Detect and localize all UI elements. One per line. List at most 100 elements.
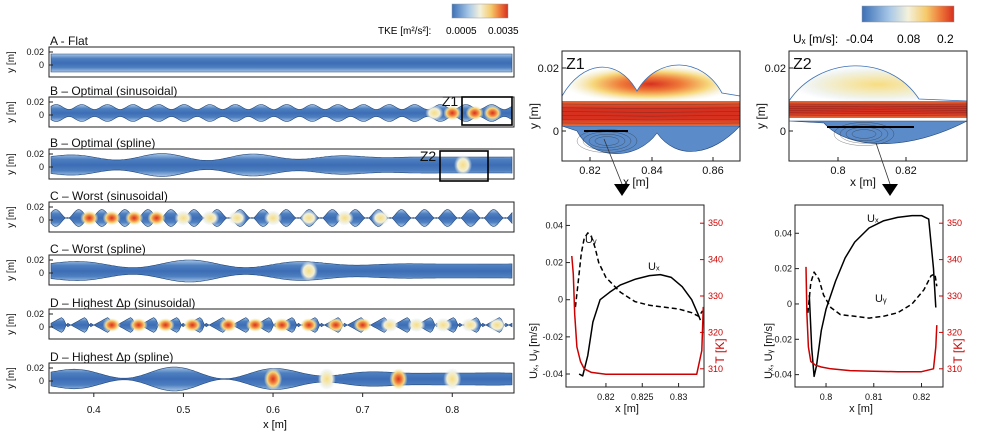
panel-y-label: y [m] — [6, 206, 17, 228]
upper-wall-region — [561, 64, 741, 104]
panel-y-label: y [m] — [6, 367, 17, 389]
recirculation-streamline — [588, 133, 626, 148]
tke-hotspot — [299, 318, 318, 332]
series-label: Uₓ — [867, 213, 879, 225]
channel-panel: B – Optimal (sinusoidal) 0.02 0 y [m] — [6, 84, 515, 128]
streamline — [788, 114, 968, 116]
channel-panel: C – Worst (spline) 0.02 0 y [m] — [6, 242, 515, 286]
y-tick-label: -0.04 — [771, 370, 792, 380]
tke-hotspot — [219, 318, 238, 332]
x-tick-label: 0.82 — [579, 165, 600, 177]
zoom-frame — [561, 50, 741, 162]
panel-title: C – Worst (spline) — [50, 242, 146, 256]
panel-y-axis: 0.02 0 y [m] — [6, 149, 53, 175]
x-axis-label: x [m] — [615, 403, 639, 415]
y-tick-label: 0 — [558, 295, 563, 305]
y-tick-label: -0.02 — [771, 334, 792, 344]
tke-hotspot — [129, 318, 148, 332]
x-tick-label: 0.81 — [865, 392, 883, 402]
tke-hotspot — [147, 210, 166, 226]
x-tick-label: 0.7 — [356, 405, 370, 416]
panel-title: A - Flat — [50, 34, 89, 48]
zoom-y-label: y [m] — [754, 103, 768, 129]
y2-tick-label: 350 — [708, 218, 723, 228]
tke-hotspot — [183, 318, 202, 332]
channel-panel: C – Worst (sinusoidal) 0.02 0 y [m] — [6, 189, 515, 233]
y-tick-label: 0 — [39, 322, 44, 332]
zoom-panels: Z1 0.82 0.84 0.86 0.02 0 x [m] y [m] Z2 0.8 0.82 0.… — [527, 50, 968, 196]
ux-colorbar: Uₓ [m/s]: -0.04 0.08 0.2 — [793, 5, 955, 46]
y2-tick-label: 340 — [947, 255, 962, 265]
tke-colorbar-label: TKE [m²/s²]: — [378, 26, 431, 37]
panel-y-axis: 0.02 0 y [m] — [6, 363, 53, 389]
x-axis-label: x [m] — [849, 403, 873, 415]
panel-title: B – Optimal (spline) — [50, 136, 155, 150]
recirculation-streamline — [594, 136, 620, 146]
series-line-uy — [807, 271, 938, 319]
zoom-panel-z1: Z1 0.82 0.84 0.86 0.02 0 x [m] y [m] — [527, 50, 741, 196]
panel-title: D – Highest Δp (spline) — [50, 350, 173, 364]
y-tick-label: 0 — [39, 215, 44, 225]
streamline — [561, 119, 741, 121]
tke-hotspot — [434, 318, 453, 332]
y-tick-label: 0 — [39, 110, 44, 120]
x-tick-label: 0.8 — [830, 165, 845, 177]
x-tick-label: 0.8 — [445, 405, 459, 416]
y-tick-label: 0 — [39, 268, 44, 278]
x-tick-label: 0.82 — [913, 392, 931, 402]
streamline — [788, 106, 968, 108]
y2-tick-label: 310 — [708, 364, 723, 374]
channel-body — [50, 259, 513, 283]
channel-body — [50, 53, 513, 73]
series-line-t — [805, 266, 938, 373]
tke-hotspot — [483, 105, 502, 121]
tke-hotspot — [299, 261, 318, 281]
channel-panel: D – Highest Δp (spline) 0.02 0 y [m] — [6, 350, 515, 394]
y-tick-label: 0.02 — [26, 255, 44, 265]
tke-hotspot — [273, 318, 291, 332]
recirculation-streamline — [576, 129, 638, 153]
streamline — [788, 108, 968, 110]
upper-wall-region — [788, 65, 968, 104]
y2-tick-label: 330 — [947, 291, 962, 301]
panel-title: C – Worst (sinusoidal) — [50, 189, 168, 203]
x-tick-label: 0.4 — [87, 405, 101, 416]
tke-hotspot — [443, 368, 462, 390]
y-tick-label: -0.04 — [542, 369, 563, 379]
zoom-panel-z2: Z2 0.8 0.82 0.02 0 x [m] y [m] — [754, 50, 968, 196]
y-tick-label: 0.02 — [26, 149, 44, 159]
y-tick-label: 0 — [787, 299, 792, 309]
y-tick-label: 0.02 — [26, 202, 44, 212]
streamline — [788, 103, 968, 105]
plot-frame — [565, 204, 705, 388]
tke-hotspot — [80, 210, 99, 226]
tke-hotspot — [246, 318, 265, 332]
tke-hotspot — [102, 210, 121, 226]
streamline — [561, 107, 741, 109]
tke-hotspot — [465, 105, 484, 121]
x-tick-label: 0.84 — [641, 165, 662, 177]
y2-tick-label: 310 — [947, 364, 962, 374]
y-tick-label: 0.02 — [538, 63, 559, 75]
tke-hotspot — [389, 368, 408, 390]
jet-core — [789, 101, 967, 118]
jet-core — [562, 101, 740, 126]
zoom-frame — [788, 50, 968, 162]
tke-hotspot — [317, 368, 336, 390]
y-axis-label: Uₓ, Uᵧ [m/s] — [528, 323, 540, 379]
series-line-uy — [574, 232, 704, 318]
recirculation-streamline — [833, 122, 895, 146]
y-tick-label: 0.02 — [26, 309, 44, 319]
y-tick-label: -0.02 — [542, 332, 563, 342]
tke-hotspot — [425, 105, 444, 121]
panel-y-axis: 0.02 0 y [m] — [6, 97, 53, 123]
zoom-box-z1 — [461, 96, 513, 126]
tke-hotspot — [156, 318, 175, 332]
panel-y-axis: 0.02 0 y [m] — [6, 309, 53, 335]
tke-hotspot — [461, 318, 480, 332]
streamline — [561, 122, 741, 124]
y-tick-label: 0.02 — [26, 47, 44, 57]
series-line-t — [571, 255, 705, 376]
